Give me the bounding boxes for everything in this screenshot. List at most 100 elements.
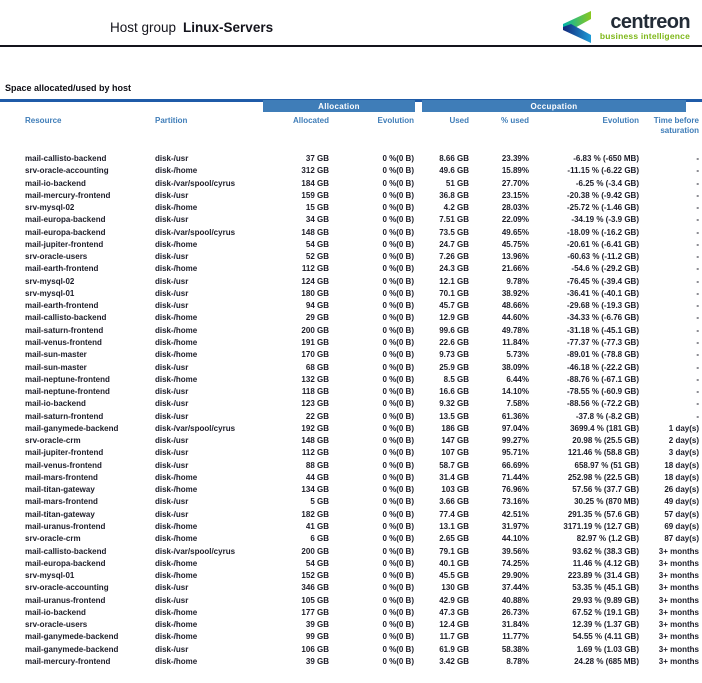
logo-text-block: centreon business intelligence xyxy=(599,11,691,42)
cell: mail-jupiter-frontend xyxy=(25,239,104,249)
cell: 3+ months xyxy=(658,546,699,556)
table-row: srv-oracle-users disk-/home 39 GB 0 %(0 B) 1… xyxy=(0,619,702,631)
report-header: Host group Linux-Servers centreon busines… xyxy=(0,0,702,47)
cell: -76.45 % (-39.4 GB) xyxy=(566,276,639,286)
cell: 16.6 GB xyxy=(439,387,469,397)
table-group-band-row: Allocation Occupation xyxy=(0,100,702,112)
table-row: srv-mysql-02 disk-/home 15 GB 0 %(0 B) 4.2 G… xyxy=(0,202,702,214)
cell: 0 %(0 B) xyxy=(382,656,414,666)
cell: 15.89% xyxy=(501,166,529,176)
cell: mail-jupiter-frontend xyxy=(25,448,104,458)
cell: - xyxy=(696,203,699,213)
cell: 200 GB xyxy=(301,325,329,335)
cell: 312 GB xyxy=(301,166,329,176)
logo-tagline: business intelligence xyxy=(599,31,690,42)
cell: 3+ months xyxy=(658,571,699,581)
table-row: mail-mercury-frontend disk-/home 39 GB 0 %(… xyxy=(0,656,702,668)
cell: 123 GB xyxy=(301,399,329,409)
cell: 0 %(0 B) xyxy=(382,534,414,544)
cell: 152 GB xyxy=(301,571,329,581)
cell: 7.58% xyxy=(506,399,529,409)
cell: 3+ months xyxy=(658,620,699,630)
table-row: mail-callisto-backend disk-/usr 37 GB 0 %(0… xyxy=(0,153,702,165)
cell: 130 GB xyxy=(441,583,469,593)
cell: 22 GB xyxy=(305,411,329,421)
cell: mail-mars-frontend xyxy=(25,472,98,482)
table-row: mail-jupiter-frontend disk-/usr 112 GB 0 %(… xyxy=(0,447,702,459)
table-row: mail-europa-backend disk-/home 54 GB 0 %(0 … xyxy=(0,558,702,570)
cell: - xyxy=(696,252,699,262)
cell: 27.70% xyxy=(501,178,529,188)
cell: 37 GB xyxy=(305,154,329,163)
cell: 54 GB xyxy=(305,239,329,249)
cell: disk-/usr xyxy=(155,301,189,311)
cell: 40.88% xyxy=(501,595,529,605)
cell: 49.65% xyxy=(501,227,529,237)
cell: disk-/usr xyxy=(155,411,189,421)
cell: 99.27% xyxy=(501,436,529,446)
cell: 70.1 GB xyxy=(439,288,469,298)
cell: 148 GB xyxy=(301,227,329,237)
cell: 0 %(0 B) xyxy=(382,288,414,298)
cell: mail-mercury-frontend xyxy=(25,656,111,666)
column-header-partition: Partition xyxy=(155,116,188,125)
cell: mail-neptune-frontend xyxy=(25,374,110,384)
cell: 0 %(0 B) xyxy=(382,190,414,200)
cell: disk-/usr xyxy=(155,362,189,372)
cell: 20.98 % (25.5 GB) xyxy=(572,436,639,446)
cell: 45.5 GB xyxy=(439,571,469,581)
cell: mail-europa-backend xyxy=(25,558,106,568)
table-row: mail-callisto-backend disk-/var/spool/cyr… xyxy=(0,546,702,558)
cell: 159 GB xyxy=(301,190,329,200)
cell: 191 GB xyxy=(301,337,329,347)
cell: - xyxy=(696,166,699,176)
cell: 3+ months xyxy=(658,656,699,666)
cell: - xyxy=(696,387,699,397)
cell: 54.55 % (4.11 GB) xyxy=(572,632,639,642)
cell: 0 %(0 B) xyxy=(382,227,414,237)
cell: 7.26 GB xyxy=(439,252,469,262)
cell: 182 GB xyxy=(301,509,329,519)
cell: 8.5 GB xyxy=(443,374,469,384)
cell: mail-mars-frontend xyxy=(25,497,98,507)
cell: 88 GB xyxy=(305,460,329,470)
table-row: mail-saturn-frontend disk-/usr 22 GB 0 %(0 … xyxy=(0,411,702,423)
cell: 0 %(0 B) xyxy=(382,620,414,630)
cell: disk-/home xyxy=(155,313,198,323)
logo-wordmark: centreon xyxy=(610,11,690,34)
cell: 42.9 GB xyxy=(439,595,469,605)
cell: srv-oracle-crm xyxy=(25,436,81,446)
cell: 3 day(s) xyxy=(668,448,699,458)
cell: mail-venus-frontend xyxy=(25,460,102,470)
cell: 0 %(0 B) xyxy=(382,350,414,360)
cell: disk-/home xyxy=(155,472,198,482)
cell: 99 GB xyxy=(305,632,329,642)
cell: 0 %(0 B) xyxy=(382,215,414,225)
table-row: mail-neptune-frontend disk-/usr 118 GB 0 %(… xyxy=(0,386,702,398)
table-row: mail-ganymede-backend disk-/usr 106 GB 0 %(… xyxy=(0,644,702,656)
cell: 3+ months xyxy=(658,583,699,593)
cell: 3699.4 % (181 GB) xyxy=(570,423,639,433)
cell: 148 GB xyxy=(301,436,329,446)
centreon-logo: centreon business intelligence xyxy=(560,11,691,43)
cell: 53.35 % (45.1 GB) xyxy=(572,583,639,593)
cell: 0 %(0 B) xyxy=(382,239,414,249)
cell: 9.78% xyxy=(506,276,529,286)
cell: 95.71% xyxy=(501,448,529,458)
cell: srv-oracle-crm xyxy=(25,534,81,544)
cell: disk-/usr xyxy=(155,276,189,286)
table-row: mail-mars-frontend disk-/usr 5 GB 0 %(0 B) 3… xyxy=(0,496,702,508)
table-row: mail-sun-master disk-/home 170 GB 0 %(0 B) 9… xyxy=(0,349,702,361)
cell: 31.4 GB xyxy=(439,472,469,482)
cell: srv-mysql-01 xyxy=(25,571,75,581)
cell: 40.1 GB xyxy=(439,558,469,568)
cell: - xyxy=(696,154,699,163)
cell: 112 GB xyxy=(301,448,329,458)
cell: 82.97 % (1.2 GB) xyxy=(576,534,639,544)
cell: 97.04% xyxy=(501,423,529,433)
cell: disk-/home xyxy=(155,350,198,360)
cell: mail-callisto-backend xyxy=(25,313,107,323)
cell: 76.96% xyxy=(501,485,529,495)
cell: 11.46 % (4.12 GB) xyxy=(572,558,639,568)
table-row: mail-io-backend disk-/var/spool/cyrus 184 … xyxy=(0,178,702,190)
